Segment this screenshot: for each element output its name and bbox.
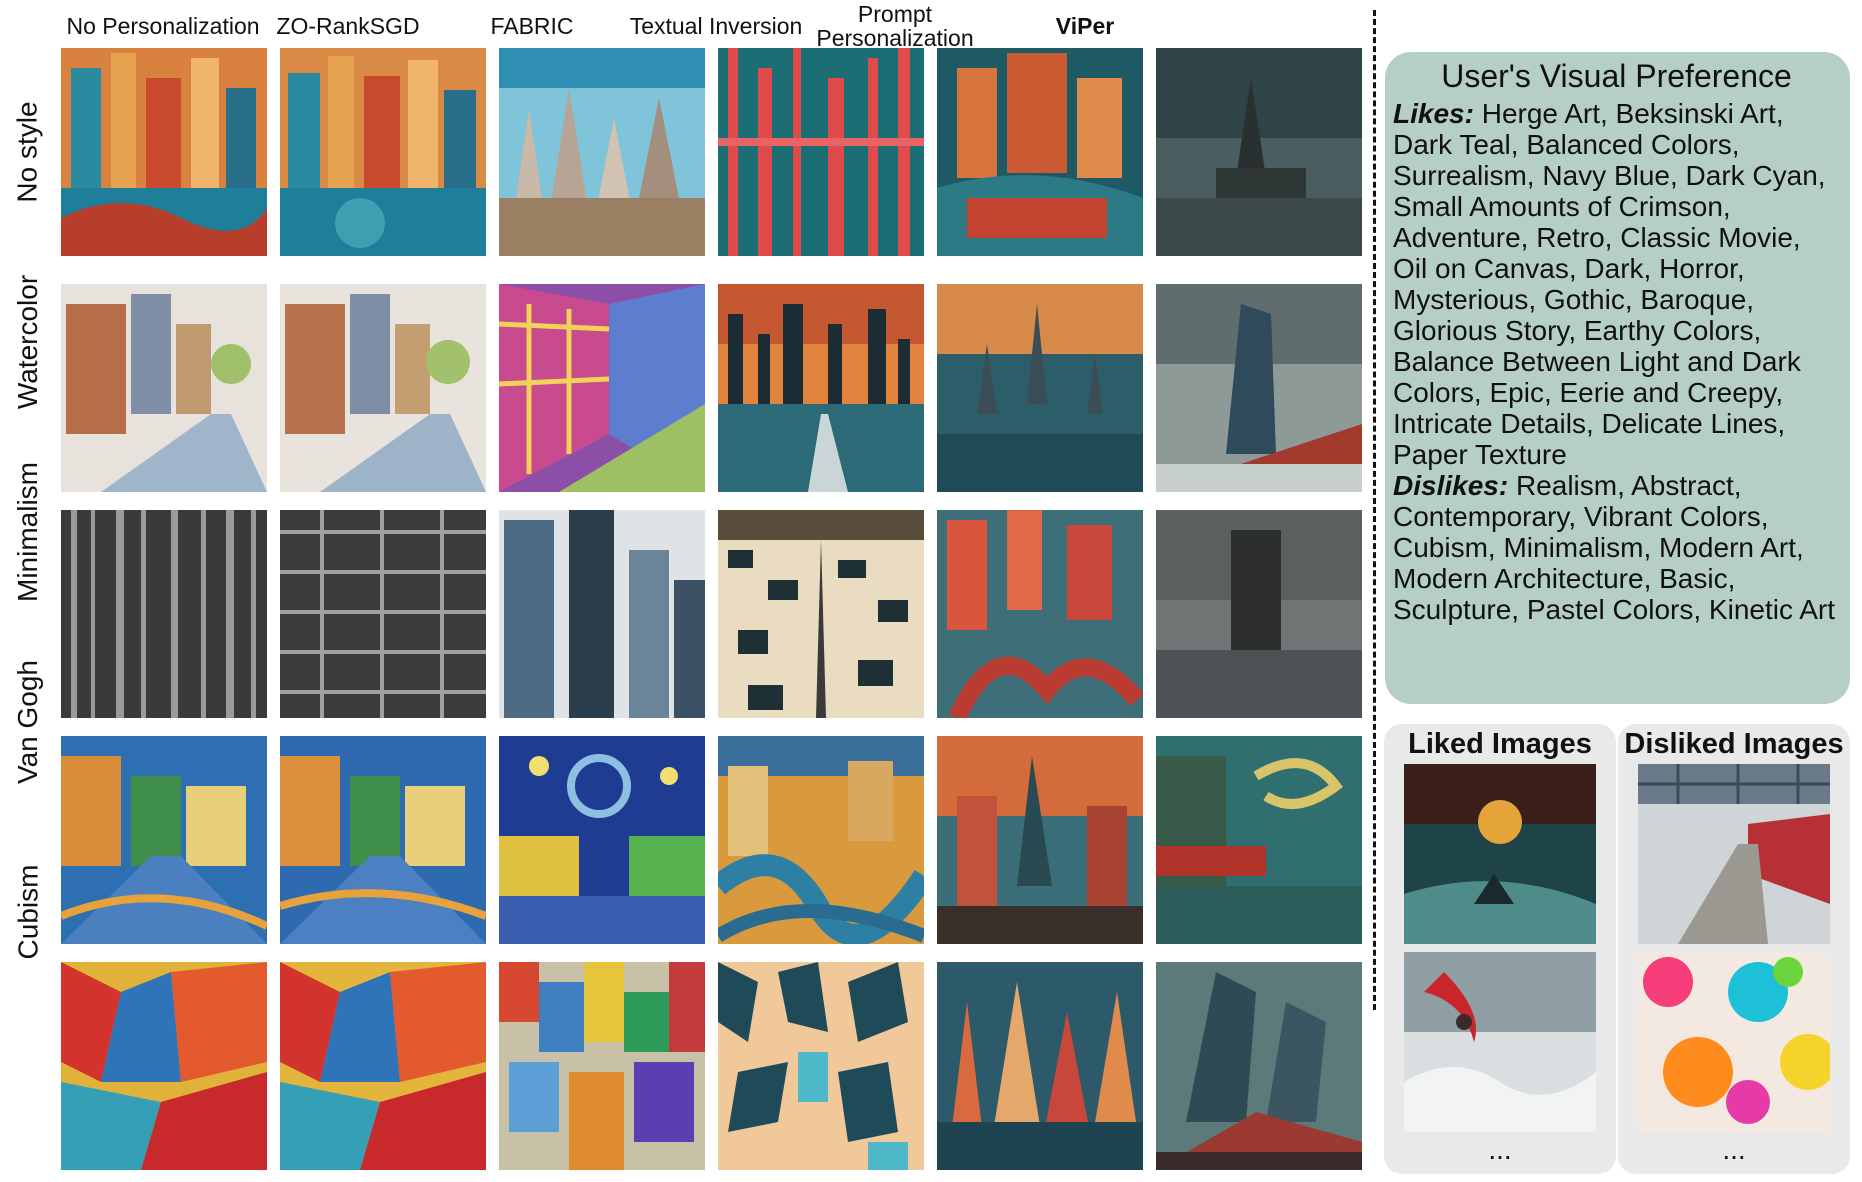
- liked-image-1: [1404, 764, 1596, 944]
- image-watercolor-prompt-personalization: [937, 284, 1143, 492]
- liked-image-2: [1404, 952, 1596, 1132]
- preference-dislikes: Dislikes: Realism, Abstract, Contemporar…: [1393, 470, 1840, 625]
- liked-images-title: Liked Images: [1384, 728, 1616, 761]
- image-no-style-prompt-personalization: [937, 48, 1143, 256]
- image-van-gogh-fabric: [499, 736, 705, 944]
- image-cubism-fabric: [499, 962, 705, 1170]
- image-watercolor-no-personalization: [61, 284, 267, 492]
- visual-preference-box: User's Visual Preference Likes: Herge Ar…: [1385, 52, 1850, 704]
- preference-likes: Likes: Herge Art, Beksinski Art, Dark Te…: [1393, 98, 1840, 470]
- image-watercolor-fabric: [499, 284, 705, 492]
- image-cubism-prompt-personalization: [937, 962, 1143, 1170]
- row-label-no-style: No style: [0, 48, 56, 256]
- column-header-viper: ViPer: [980, 14, 1190, 38]
- image-van-gogh-textual-inversion: [718, 736, 924, 944]
- column-header-zo-ranksgd: ZO-RankSGD: [243, 14, 453, 38]
- image-watercolor-zo-ranksgd: [280, 284, 486, 492]
- image-minimalism-prompt-personalization: [937, 510, 1143, 718]
- column-header-prompt-personalization: Prompt Personalization: [795, 2, 995, 50]
- image-minimalism-viper: [1156, 510, 1362, 718]
- image-no-style-textual-inversion: [718, 48, 924, 256]
- image-cubism-zo-ranksgd: [280, 962, 486, 1170]
- image-watercolor-viper: [1156, 284, 1362, 492]
- image-cubism-no-personalization: [61, 962, 267, 1170]
- liked-images-ellipsis: ...: [1384, 1134, 1616, 1166]
- column-header-textual-inversion: Textual Inversion: [611, 14, 821, 38]
- dislikes-label: Dislikes:: [1393, 470, 1508, 501]
- image-cubism-viper: [1156, 962, 1362, 1170]
- liked-images-panel: Liked Images ...: [1384, 724, 1616, 1174]
- image-minimalism-zo-ranksgd: [280, 510, 486, 718]
- image-van-gogh-zo-ranksgd: [280, 736, 486, 944]
- column-header-no-personalization: No Personalization: [58, 14, 268, 38]
- image-no-style-viper: [1156, 48, 1362, 256]
- column-header-fabric: FABRIC: [427, 14, 637, 38]
- image-van-gogh-viper: [1156, 736, 1362, 944]
- image-no-style-no-personalization: [61, 48, 267, 256]
- disliked-images-ellipsis: ...: [1618, 1134, 1850, 1166]
- preference-title: User's Visual Preference: [1393, 56, 1840, 96]
- row-label-minimalism: Minimalism: [0, 428, 56, 636]
- likes-label: Likes:: [1393, 98, 1474, 129]
- row-label-cubism: Cubism: [0, 808, 56, 1016]
- disliked-images-panel: Disliked Images ...: [1618, 724, 1850, 1174]
- image-no-style-fabric: [499, 48, 705, 256]
- section-divider: [1373, 10, 1376, 1010]
- image-no-style-zo-ranksgd: [280, 48, 486, 256]
- image-minimalism-fabric: [499, 510, 705, 718]
- row-label-watercolor: Watercolor: [0, 238, 56, 446]
- row-label-van-gogh: Van Gogh: [0, 618, 56, 826]
- image-watercolor-textual-inversion: [718, 284, 924, 492]
- image-cubism-textual-inversion: [718, 962, 924, 1170]
- image-minimalism-textual-inversion: [718, 510, 924, 718]
- disliked-image-1: [1638, 764, 1830, 944]
- image-minimalism-no-personalization: [61, 510, 267, 718]
- disliked-image-2: [1638, 952, 1830, 1132]
- image-van-gogh-prompt-personalization: [937, 736, 1143, 944]
- image-van-gogh-no-personalization: [61, 736, 267, 944]
- disliked-images-title: Disliked Images: [1618, 728, 1850, 761]
- likes-text: Herge Art, Beksinski Art, Dark Teal, Bal…: [1393, 98, 1826, 470]
